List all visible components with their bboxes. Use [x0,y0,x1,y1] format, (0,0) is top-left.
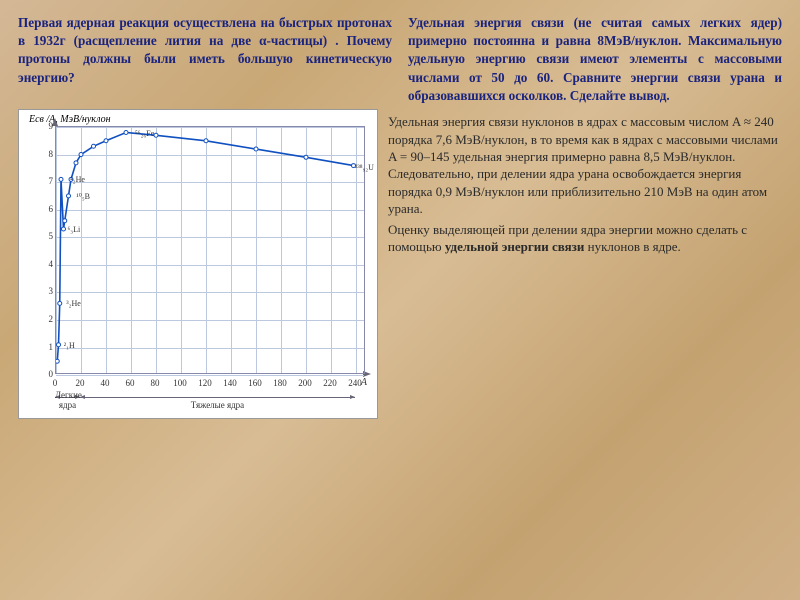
x-tick-label: 0 [53,378,58,388]
x-range-label: Тяжелые ядра [80,400,355,410]
x-tick-label: 220 [323,378,337,388]
y-tick-label: 6 [49,204,54,214]
x-tick-label: 180 [273,378,287,388]
y-axis-label: Eсв /A, МэВ/нуклон [29,114,111,125]
nuclide-label: ²³⁸₉₂U [355,163,374,172]
plot-area: ²₁H³₂He⁶₃Li⁴₂He¹⁰₅B⁵⁶₂₆Fe²³⁸₉₂U [55,126,365,374]
x-tick-label: 100 [173,378,187,388]
x-tick-label: 160 [248,378,262,388]
x-tick-label: 20 [76,378,85,388]
y-tick-label: 2 [49,314,54,324]
nuclide-label: ¹⁰₅B [76,192,90,201]
x-tick-label: 60 [126,378,135,388]
x-tick-label: 240 [348,378,362,388]
body-paragraph-2: Оценку выделяющей при делении ядра энерг… [388,221,782,256]
y-tick-label: 7 [49,176,54,186]
nuclide-label: ⁶₃Li [68,225,81,234]
left-intro-text: Первая ядерная реакция осуществлена на б… [18,14,392,105]
body-paragraph-1: Удельная энергия связи нуклонов в ядрах … [388,113,782,217]
x-tick-label: 40 [101,378,110,388]
binding-energy-chart: Eсв /A, МэВ/нуклон ²₁H ³₂He ⁶₃Li ⁴₂He ¹⁰₅B ⁵⁶… [18,109,378,419]
x-tick-label: 200 [298,378,312,388]
y-tick-label: 3 [49,286,54,296]
x-tick-label: 140 [223,378,237,388]
y-tick-label: 4 [49,259,54,269]
x-tick-label: 80 [151,378,160,388]
y-tick-label: 1 [49,342,54,352]
right-intro-text: Удельная энергия связи (не считая самых … [408,14,782,105]
y-tick-label: 9 [49,121,54,131]
y-tick-label: 8 [49,149,54,159]
x-range-label: Легкие ядра [55,390,80,410]
x-tick-label: 120 [198,378,212,388]
body-text: Удельная энергия связи нуклонов в ядрах … [388,109,782,419]
nuclide-label: ³₂He [66,299,81,308]
y-tick-label: 5 [49,231,54,241]
nuclide-label: ⁵⁶₂₆Fe [135,129,154,138]
nuclide-label: ⁴₂He [70,175,85,184]
nuclide-label: ²₁H [64,341,75,350]
